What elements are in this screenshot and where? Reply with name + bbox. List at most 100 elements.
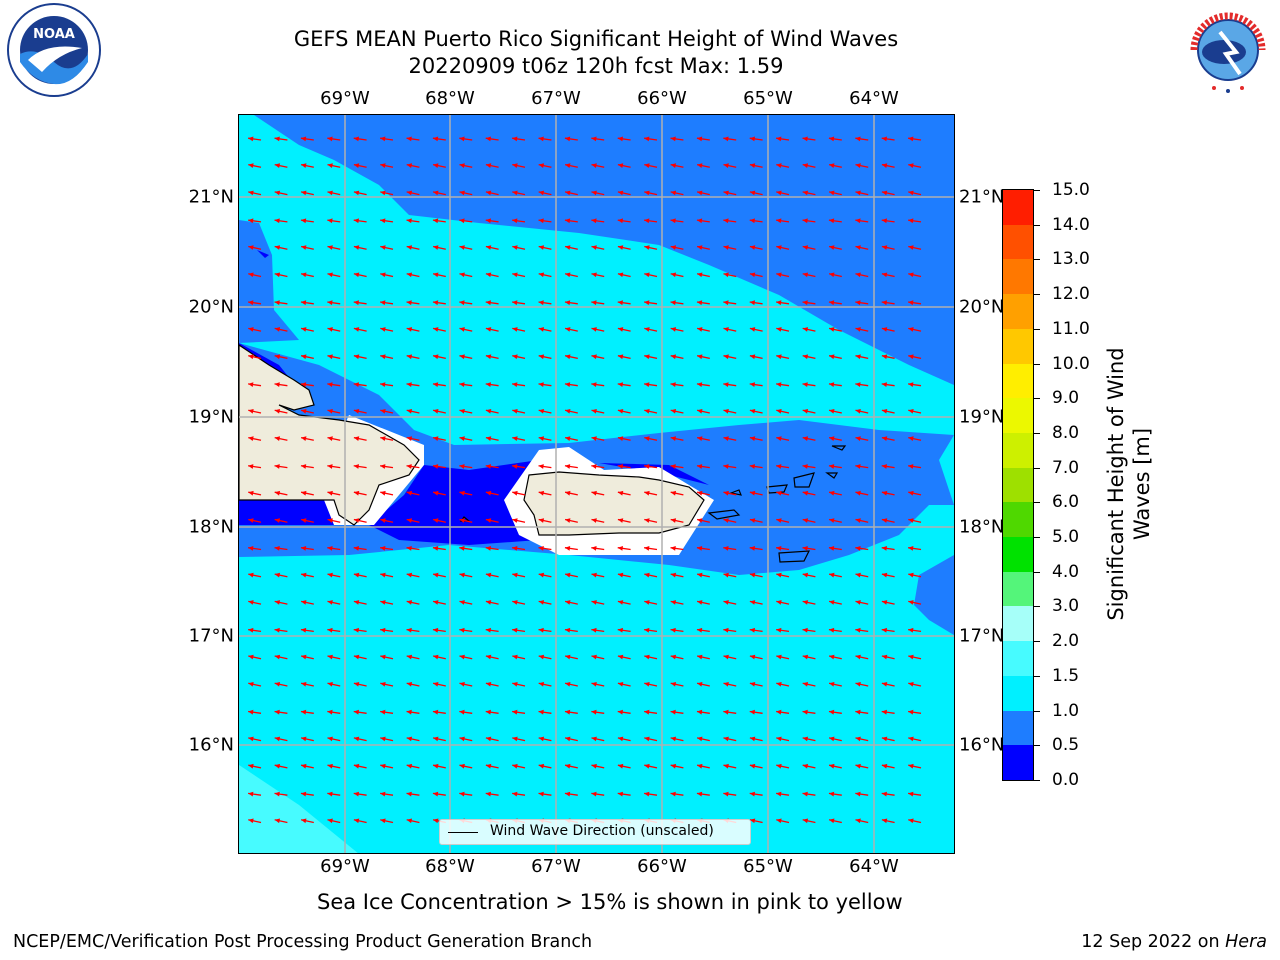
wave-direction-arrow: [485, 218, 499, 224]
wave-direction-arrow: [776, 627, 790, 633]
wave-direction-arrow: [459, 163, 473, 168]
wave-direction-arrow: [749, 382, 763, 387]
wave-direction-arrow: [828, 736, 842, 742]
wave-direction-arrow: [696, 245, 710, 250]
wave-direction-arrow: [828, 546, 842, 551]
wave-direction-arrow: [617, 518, 631, 523]
wave-direction-arrow: [802, 272, 816, 278]
wave-direction-arrow: [432, 436, 446, 441]
wave-direction-arrow: [459, 300, 473, 306]
wave-direction-arrow: [485, 763, 499, 769]
wave-direction-arrow: [696, 354, 710, 360]
wave-direction-arrow: [670, 600, 684, 605]
wave-direction-arrow: [353, 818, 367, 824]
wave-direction-arrow: [696, 163, 710, 168]
wave-direction-arrow: [353, 436, 367, 441]
wave-direction-arrow: [538, 408, 552, 414]
wave-direction-arrow: [617, 218, 631, 224]
wave-direction-arrow: [723, 327, 737, 332]
sea-ice-note: Sea Ice Concentration > 15% is shown in …: [317, 890, 903, 914]
wave-direction-arrow: [512, 518, 526, 523]
wave-direction-arrow: [300, 464, 314, 469]
wave-direction-arrow: [512, 464, 526, 469]
wave-direction-arrow: [274, 763, 288, 769]
wave-direction-arrow: [406, 681, 420, 687]
wave-direction-arrow: [327, 763, 341, 769]
wave-direction-arrow: [485, 681, 499, 687]
wave-direction-arrow: [459, 354, 473, 360]
colorbar-tick-label: 6.0: [1052, 492, 1080, 513]
wave-direction-arrow: [564, 327, 578, 332]
wave-direction-arrow: [380, 627, 394, 633]
wave-direction-arrow: [538, 627, 552, 633]
wave-direction-arrow: [802, 518, 816, 523]
wave-direction-arrow: [828, 791, 842, 797]
wave-direction-arrow: [802, 190, 816, 196]
wave-direction-arrow: [723, 709, 737, 715]
wave-direction-arrow: [749, 436, 763, 441]
wave-direction-arrow: [591, 490, 605, 496]
wave-direction-arrow: [776, 218, 790, 224]
wave-direction-arrow: [459, 736, 473, 742]
wave-direction-arrow: [274, 327, 288, 332]
wave-direction-arrow: [696, 436, 710, 441]
wave-direction-arrow: [670, 654, 684, 660]
colorbar-segment: [1003, 467, 1033, 503]
wave-direction-arrow: [248, 736, 262, 742]
wave-direction-arrow: [776, 791, 790, 797]
wave-direction-arrow: [406, 546, 420, 551]
wave-direction-arrow: [300, 190, 314, 196]
wave-direction-arrow: [485, 600, 499, 605]
wave-direction-arrow: [908, 791, 922, 797]
wave-direction-arrow: [855, 408, 869, 414]
wave-direction-arrow: [644, 600, 658, 605]
colorbar-tick-label: 12.0: [1052, 284, 1090, 305]
wave-direction-arrow: [274, 218, 288, 224]
wave-direction-arrow: [828, 709, 842, 715]
wave-direction-arrow: [802, 136, 816, 142]
wave-direction-arrow: [696, 464, 710, 469]
wave-direction-arrow: [459, 709, 473, 715]
wave-direction-arrow: [512, 190, 526, 196]
wave-direction-arrow: [723, 627, 737, 633]
wave-direction-arrow: [723, 436, 737, 441]
wave-direction-arrow: [723, 572, 737, 578]
wave-direction-arrow: [670, 791, 684, 797]
wave-direction-arrow: [723, 546, 737, 551]
wave-direction-arrow: [802, 218, 816, 224]
wave-direction-arrow: [300, 163, 314, 168]
wave-direction-arrow: [485, 791, 499, 797]
wave-direction-arrow: [485, 382, 499, 387]
wave-direction-arrow: [380, 791, 394, 797]
wave-direction-arrow: [776, 681, 790, 687]
wave-direction-arrow: [564, 791, 578, 797]
wave-direction-arrow: [855, 763, 869, 769]
wave-direction-arrow: [248, 272, 262, 278]
wave-direction-arrow: [749, 654, 763, 660]
wave-direction-arrow: [432, 736, 446, 742]
wave-direction-arrow: [749, 709, 763, 715]
wave-direction-arrow: [432, 572, 446, 578]
wave-direction-arrow: [459, 791, 473, 797]
wave-direction-arrow: [327, 709, 341, 715]
wave-direction-arrow: [802, 681, 816, 687]
colorbar-tick-label: 4.0: [1052, 561, 1080, 582]
colorbar-tick: [1034, 780, 1040, 781]
wave-direction-arrow: [300, 572, 314, 578]
wave-direction-arrow: [617, 763, 631, 769]
wave-direction-arrow: [459, 436, 473, 441]
wave-direction-arrow: [327, 546, 341, 551]
colorbar-tick: [1034, 606, 1040, 608]
wave-direction-arrow: [802, 600, 816, 605]
wave-direction-arrow: [591, 464, 605, 469]
wave-direction-arrow: [723, 190, 737, 196]
wave-direction-arrow: [670, 546, 684, 551]
wave-direction-arrow: [512, 300, 526, 306]
wave-direction-arrow: [300, 408, 314, 414]
wave-direction-arrow: [380, 300, 394, 306]
wave-direction-arrow: [591, 518, 605, 523]
wave-direction-arrow: [749, 818, 763, 824]
lat-label-left: 21°N: [188, 186, 234, 208]
wave-direction-arrow: [485, 136, 499, 142]
wave-direction-arrow: [802, 163, 816, 168]
